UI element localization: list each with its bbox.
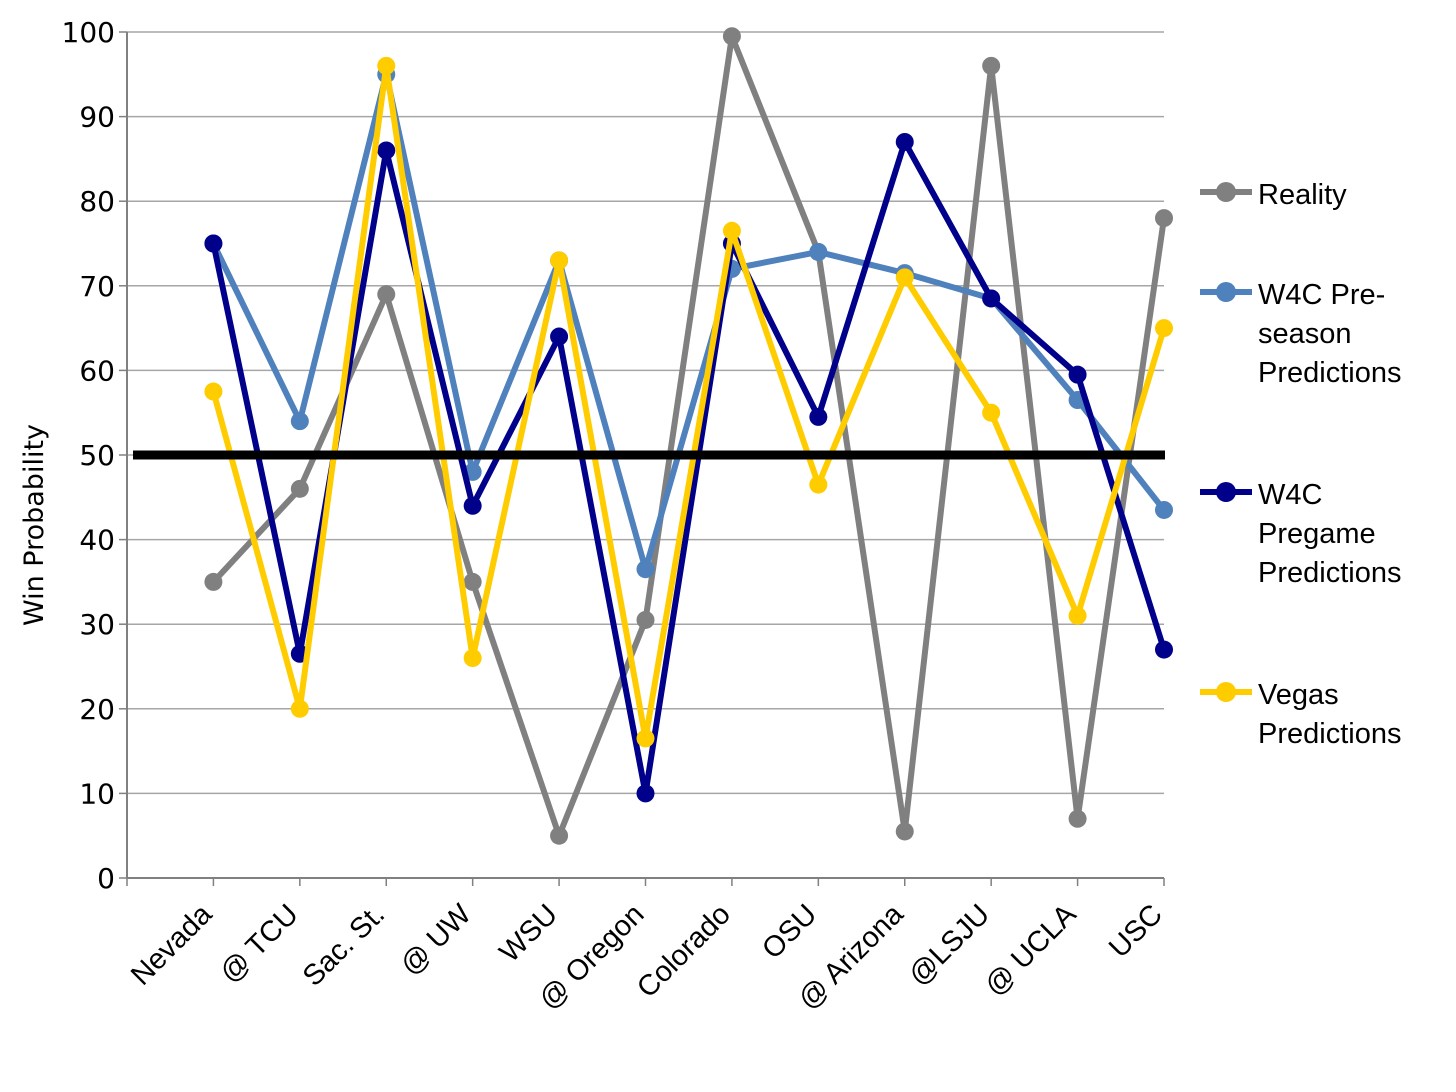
data-point — [463, 649, 482, 668]
axes — [119, 31, 1165, 886]
series-line — [210, 71, 1167, 573]
legend-label: W4C Pregame Predictions — [1258, 479, 1402, 589]
series-line — [210, 138, 1167, 797]
data-point — [377, 141, 396, 160]
data-point — [1155, 319, 1173, 338]
legend-marker — [1216, 482, 1236, 502]
legend-label: W4C Pre- season Predictions — [1258, 279, 1402, 389]
y-tick-label: 10 — [79, 777, 115, 810]
x-tick-label: @ UCLA — [979, 898, 1083, 1002]
y-axis-label: Win Probability — [19, 424, 50, 626]
legend-marker — [1216, 182, 1236, 202]
legend-label: Vegas Predictions — [1258, 679, 1402, 750]
series-line — [210, 62, 1167, 742]
data-point — [377, 285, 396, 304]
y-tick-label: 70 — [79, 270, 115, 303]
series-layer — [133, 27, 1173, 845]
data-point — [204, 234, 223, 253]
data-point — [204, 572, 223, 591]
data-point — [982, 403, 1001, 422]
data-point — [722, 27, 741, 46]
data-point — [463, 496, 482, 515]
data-point — [636, 729, 655, 748]
data-point — [1068, 606, 1087, 625]
data-point — [722, 221, 741, 240]
data-point — [204, 382, 223, 401]
x-tick-label: @ UW — [394, 898, 478, 982]
series-2 — [204, 132, 1173, 803]
x-tick-label: Colorado — [631, 898, 737, 1004]
data-point — [1155, 640, 1173, 659]
data-point — [895, 822, 914, 841]
series-0 — [204, 27, 1173, 845]
data-point — [463, 572, 482, 591]
legend-swatch — [1200, 682, 1252, 702]
data-point — [809, 407, 828, 426]
y-tick-label: 90 — [79, 101, 115, 134]
data-point — [809, 242, 828, 261]
data-point — [1155, 500, 1173, 519]
x-tick-label: USC — [1103, 898, 1169, 964]
legend-marker — [1216, 282, 1236, 302]
series-3 — [204, 56, 1173, 748]
y-tick-label: 60 — [79, 354, 115, 387]
y-tick-label: 30 — [79, 608, 115, 641]
data-point — [550, 826, 569, 845]
x-tick-label: Sac. St. — [297, 898, 391, 992]
legend-swatch — [1200, 282, 1252, 302]
y-tick-label: 20 — [79, 693, 115, 726]
x-tick-label: OSU — [756, 898, 823, 965]
series-line — [210, 33, 1167, 839]
data-point — [1068, 365, 1087, 384]
legend-label: Reality — [1258, 179, 1347, 211]
data-point — [377, 56, 396, 75]
data-point — [982, 56, 1001, 75]
gridlines — [127, 31, 1164, 795]
data-point — [1155, 209, 1173, 228]
data-point — [1068, 809, 1087, 828]
y-tick-label: 80 — [79, 185, 115, 218]
legend-swatch — [1200, 482, 1252, 502]
x-tick-label: @ TCU — [214, 898, 305, 989]
y-tick-label: 50 — [79, 439, 115, 472]
data-point — [636, 784, 655, 803]
data-point — [290, 479, 309, 498]
data-point — [636, 560, 655, 579]
x-tick-label: WSU — [494, 898, 564, 968]
data-point — [982, 289, 1001, 308]
legend-marker — [1216, 682, 1236, 702]
data-point — [290, 412, 309, 431]
data-point — [895, 132, 914, 151]
data-point — [290, 699, 309, 718]
data-point — [550, 251, 569, 270]
y-tick-label: 0 — [97, 862, 115, 895]
data-point — [895, 268, 914, 287]
y-tick-label: 100 — [62, 16, 115, 49]
legend-swatch — [1200, 182, 1252, 202]
data-point — [550, 327, 569, 346]
x-tick-label: Nevada — [125, 898, 219, 992]
data-point — [809, 475, 828, 494]
y-tick-label: 40 — [79, 524, 115, 557]
data-point — [636, 610, 655, 629]
